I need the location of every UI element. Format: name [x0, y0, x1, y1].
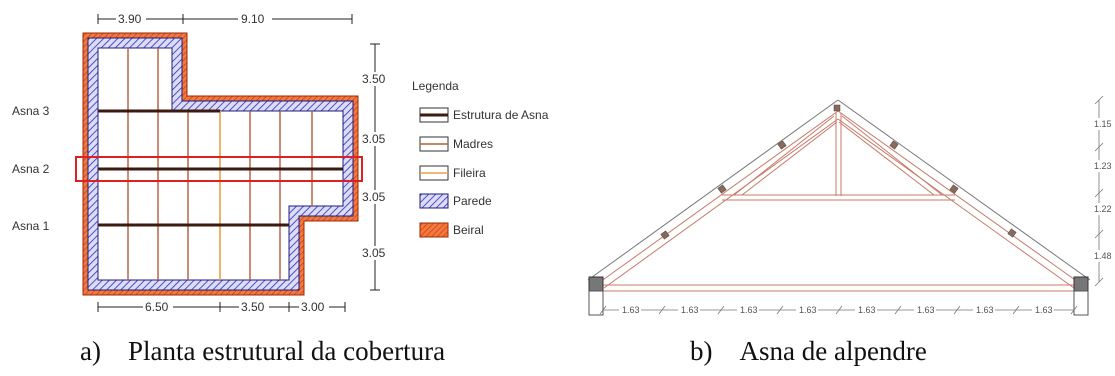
legend-title: Legenda — [412, 79, 459, 93]
legend-label: Beiral — [453, 223, 484, 237]
truss-dimension-label: 1.63 — [917, 305, 935, 315]
truss-dimension-label: 1.23 — [1094, 161, 1112, 171]
king-post — [835, 113, 842, 196]
asna-label: Asna 2 — [12, 162, 50, 176]
caption-roof-plan: a) Planta estrutural da cobertura — [80, 336, 446, 366]
legend-label: Parede — [453, 194, 492, 208]
dimension-label: 3.90 — [118, 12, 142, 26]
dimension-label: 6.50 — [145, 300, 169, 314]
legend: Legenda Estrutura de Asna Madres Fileira… — [412, 79, 549, 238]
tie-beam — [600, 284, 1078, 292]
dimension-label: 9.10 — [241, 12, 265, 26]
purlin-blocks — [660, 104, 1017, 240]
truss-dimension-label: 1.22 — [1094, 204, 1112, 214]
eave-hatch-icon — [419, 222, 449, 238]
truss-elevation: 1.63 1.63 1.63 1.63 1.63 1.63 1.63 1.63 … — [587, 95, 1113, 316]
asna-label: Asna 3 — [12, 104, 50, 118]
truss-dimension-label: 1.63 — [681, 305, 699, 315]
legend-label: Fileira — [453, 166, 486, 180]
highlight-box — [75, 156, 363, 182]
dimension-label: 3.50 — [362, 72, 386, 86]
collar-beam — [722, 194, 955, 201]
dimension-label: 3.50 — [241, 300, 265, 314]
struts — [733, 115, 943, 196]
dimension-label: 3.05 — [362, 190, 386, 204]
truss-dimension-label: 1.63 — [799, 305, 817, 315]
asna-label: Asna 1 — [12, 219, 50, 233]
roof-plan: Asna 3 Asna 2 Asna 1 3.90 9.10 6.50 3.50… — [12, 11, 549, 314]
purlins — [127, 48, 313, 280]
dimension-label: 3.05 — [362, 246, 386, 260]
legend-label: Madres — [453, 137, 493, 151]
truss-dimension-label: 1.63 — [858, 305, 876, 315]
truss-dimension-label: 1.15 — [1094, 119, 1112, 129]
wall-hatch-icon — [419, 193, 449, 209]
dimension-label: 3.00 — [301, 300, 325, 314]
legend-label: Estrutura de Asna — [453, 108, 549, 122]
truss-dimension-label: 1.63 — [976, 305, 994, 315]
truss-dimension-label: 1.48 — [1094, 251, 1112, 261]
left-support — [588, 276, 604, 292]
dimension-label: 3.05 — [362, 132, 386, 146]
right-support — [1073, 276, 1089, 292]
rafters — [599, 110, 1079, 289]
trusses — [98, 109, 343, 227]
truss-dimension-label: 1.63 — [1035, 305, 1053, 315]
truss-dimension-label: 1.63 — [622, 305, 640, 315]
caption-truss: b) Asna de alpendre — [690, 336, 927, 366]
truss-dimension-label: 1.63 — [740, 305, 758, 315]
